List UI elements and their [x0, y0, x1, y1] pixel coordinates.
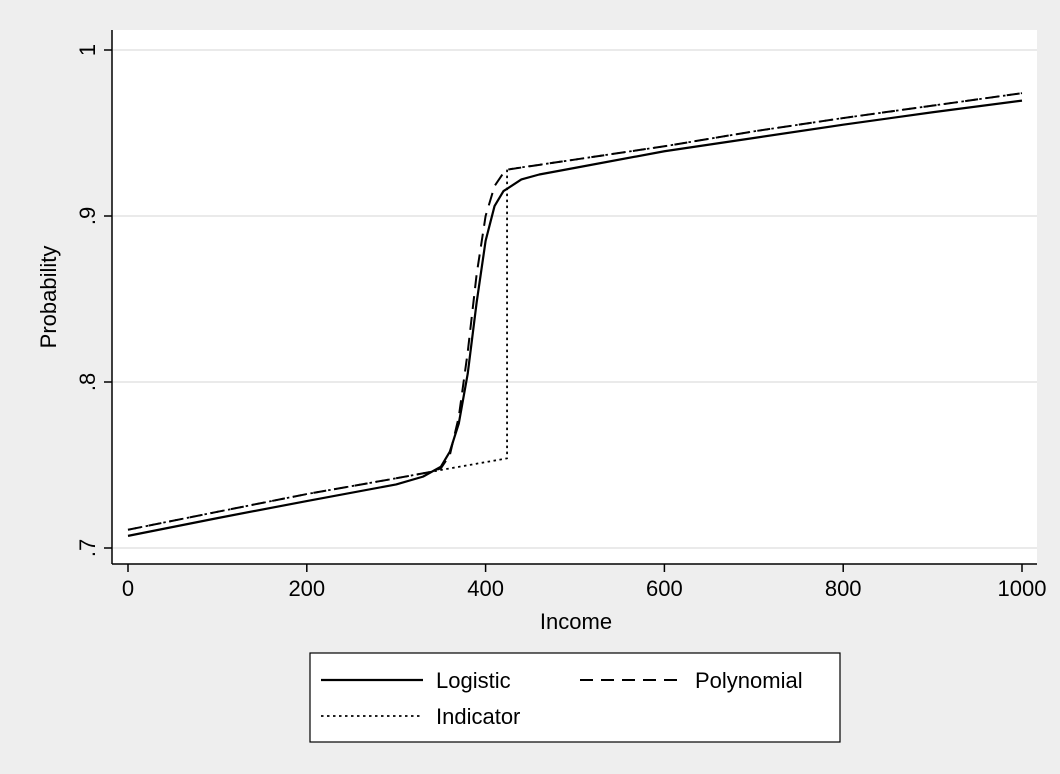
axes	[111, 30, 1037, 565]
series-line-polynomial	[127, 92, 1023, 531]
legend-box	[309, 652, 841, 743]
grid-lines	[113, 49, 1037, 549]
legend: Logistic Polynomial Indicator	[309, 652, 841, 743]
y-tick-label: .8	[75, 373, 100, 391]
ticks: .7 .8 .9 1 0 200 400 600 800 1000	[75, 44, 1046, 601]
legend-label-logistic: Logistic	[436, 668, 511, 693]
y-tick-label: 1	[75, 44, 100, 56]
x-axis-label: Income	[540, 609, 612, 634]
x-tick-label: 0	[122, 576, 134, 601]
x-tick-label: 1000	[998, 576, 1047, 601]
y-tick-label: .7	[75, 539, 100, 557]
y-axis-label: Probability	[36, 246, 61, 349]
x-tick-label: 200	[288, 576, 325, 601]
x-tick-label: 600	[646, 576, 683, 601]
series-lines	[127, 92, 1023, 537]
legend-label-polynomial: Polynomial	[695, 668, 803, 693]
legend-label-indicator: Indicator	[436, 704, 520, 729]
x-tick-label: 800	[825, 576, 862, 601]
y-tick-label: .9	[75, 207, 100, 225]
series-line-logistic	[127, 99, 1023, 537]
x-tick-label: 400	[467, 576, 504, 601]
